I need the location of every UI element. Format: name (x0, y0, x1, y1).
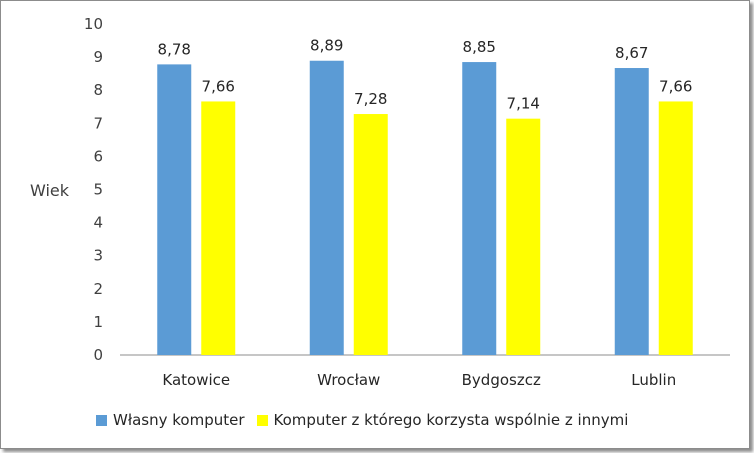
legend-item-own-computer: Własny komputer (96, 411, 245, 429)
y-tick-label: 4 (93, 214, 103, 232)
data-label: 7,66 (202, 77, 235, 95)
data-label: 8,89 (310, 37, 343, 55)
bar-own-1 (309, 60, 344, 356)
bar-own-2 (462, 62, 497, 355)
data-label: 8,78 (158, 40, 191, 58)
y-tick-label: 7 (93, 114, 103, 132)
y-tick-label: 5 (93, 181, 103, 199)
legend: Własny komputer Komputer z którego korzy… (96, 411, 640, 429)
x-category-label: Katowice (162, 371, 230, 389)
legend-swatch-own-computer (96, 414, 107, 426)
legend-label-own-computer: Własny komputer (113, 411, 245, 429)
bar-own-0 (157, 64, 192, 355)
x-category-label: Wrocław (317, 371, 380, 389)
bar-shared-3 (658, 101, 693, 355)
bar-own-3 (614, 68, 649, 355)
y-tick-label: 10 (84, 15, 103, 33)
data-label: 7,66 (659, 77, 692, 95)
bar-shared-0 (201, 101, 236, 355)
legend-swatch-shared-computer (256, 414, 268, 426)
y-tick-label: 9 (93, 48, 103, 66)
y-tick-label: 2 (93, 280, 103, 298)
data-label: 7,14 (507, 95, 540, 113)
y-tick-label: 8 (93, 81, 103, 99)
x-category-label: Lublin (631, 371, 676, 389)
y-axis-label: Wiek (30, 181, 70, 200)
legend-item-shared-computer: Komputer z którego korzysta wspólnie z i… (256, 411, 629, 429)
data-label: 8,85 (463, 38, 496, 56)
bar-shared-2 (506, 118, 541, 355)
data-label: 8,67 (615, 44, 648, 62)
x-category-label: Bydgoszcz (462, 371, 541, 389)
data-label: 7,28 (354, 90, 387, 108)
y-tick-label: 0 (93, 346, 103, 364)
y-tick-label: 3 (93, 247, 103, 265)
legend-label-shared-computer: Komputer z którego korzysta wspólnie z i… (273, 411, 629, 429)
y-tick-label: 6 (93, 147, 103, 165)
y-tick-label: 1 (93, 313, 103, 331)
bar-shared-1 (353, 114, 388, 355)
